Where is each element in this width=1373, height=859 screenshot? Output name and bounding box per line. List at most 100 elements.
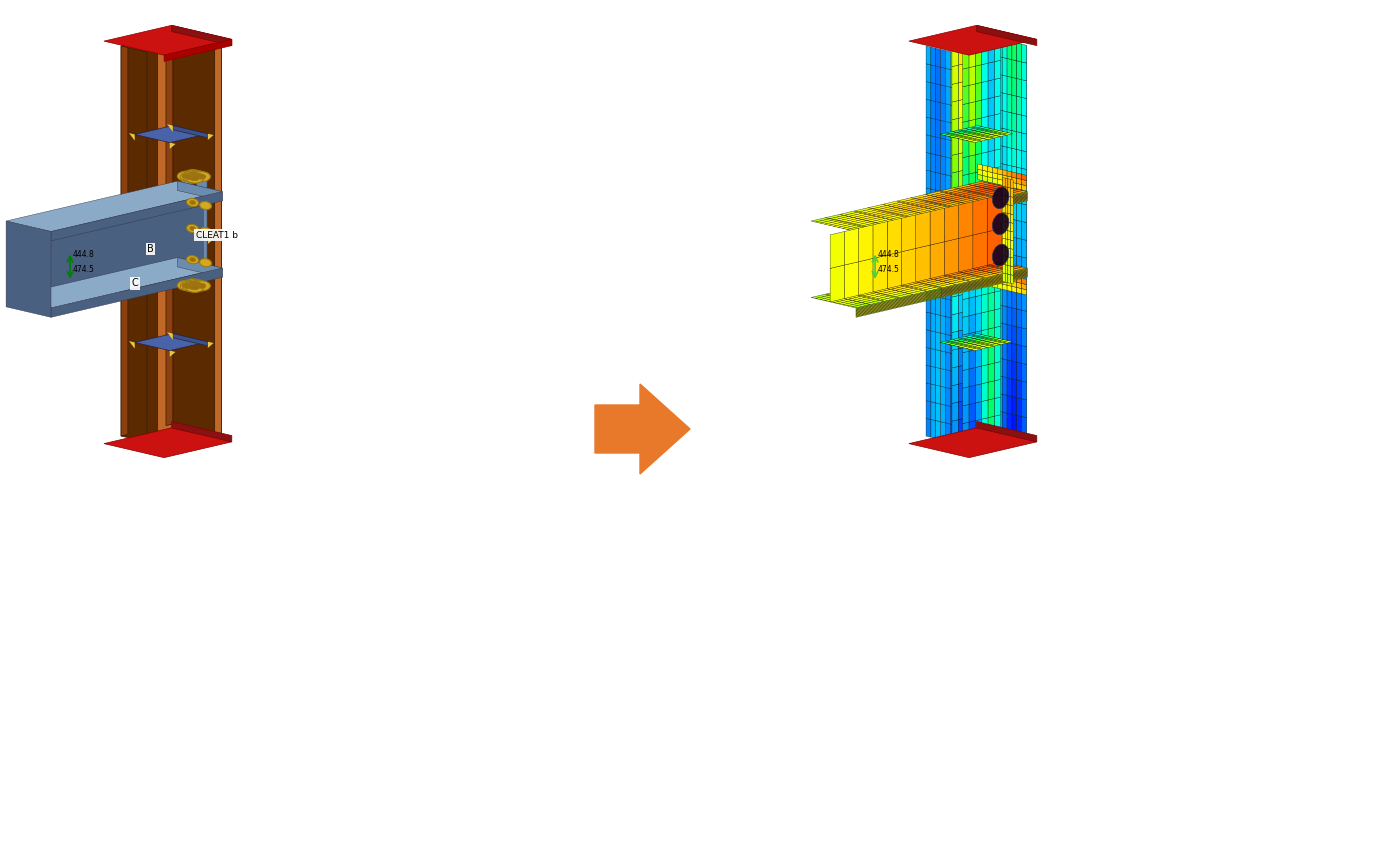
Ellipse shape bbox=[196, 283, 206, 289]
Polygon shape bbox=[964, 338, 973, 340]
Polygon shape bbox=[880, 297, 899, 302]
Polygon shape bbox=[958, 186, 978, 190]
Polygon shape bbox=[965, 250, 969, 269]
Polygon shape bbox=[894, 236, 909, 248]
Polygon shape bbox=[1012, 95, 1017, 114]
Polygon shape bbox=[965, 253, 980, 265]
Polygon shape bbox=[942, 195, 1027, 216]
Polygon shape bbox=[994, 344, 1001, 363]
Polygon shape bbox=[956, 425, 960, 444]
Polygon shape bbox=[987, 338, 993, 356]
Polygon shape bbox=[880, 232, 894, 243]
Polygon shape bbox=[936, 368, 941, 387]
Polygon shape bbox=[843, 295, 862, 300]
Polygon shape bbox=[5, 258, 222, 308]
Polygon shape bbox=[147, 40, 185, 439]
Polygon shape bbox=[857, 222, 876, 226]
Polygon shape bbox=[965, 321, 969, 340]
Polygon shape bbox=[978, 259, 995, 264]
Polygon shape bbox=[958, 46, 965, 65]
Polygon shape bbox=[951, 349, 958, 368]
Polygon shape bbox=[980, 234, 994, 245]
Polygon shape bbox=[1001, 350, 1009, 370]
Polygon shape bbox=[854, 208, 873, 212]
Polygon shape bbox=[951, 206, 965, 218]
Polygon shape bbox=[172, 25, 232, 46]
Polygon shape bbox=[946, 316, 950, 335]
Polygon shape bbox=[987, 167, 993, 173]
Polygon shape bbox=[983, 269, 987, 276]
Polygon shape bbox=[853, 221, 870, 225]
Polygon shape bbox=[163, 40, 232, 61]
Polygon shape bbox=[1012, 397, 1017, 415]
Polygon shape bbox=[982, 417, 989, 437]
Polygon shape bbox=[957, 137, 968, 139]
Polygon shape bbox=[971, 167, 978, 186]
Polygon shape bbox=[1017, 185, 1022, 204]
Polygon shape bbox=[1008, 196, 1011, 205]
Polygon shape bbox=[923, 238, 936, 250]
Polygon shape bbox=[950, 247, 956, 265]
Ellipse shape bbox=[199, 259, 211, 267]
Polygon shape bbox=[989, 186, 994, 205]
Polygon shape bbox=[983, 164, 990, 183]
Polygon shape bbox=[1017, 152, 1027, 172]
Polygon shape bbox=[897, 198, 916, 202]
Polygon shape bbox=[961, 340, 972, 343]
Polygon shape bbox=[978, 396, 983, 415]
Polygon shape bbox=[960, 239, 969, 241]
Polygon shape bbox=[969, 332, 975, 351]
Polygon shape bbox=[951, 384, 958, 404]
Polygon shape bbox=[989, 327, 994, 347]
Polygon shape bbox=[976, 132, 987, 135]
Polygon shape bbox=[982, 169, 989, 189]
Polygon shape bbox=[956, 319, 960, 338]
Polygon shape bbox=[980, 250, 994, 262]
Polygon shape bbox=[1017, 283, 1022, 289]
Polygon shape bbox=[976, 266, 995, 271]
Polygon shape bbox=[978, 123, 983, 142]
Text: B: B bbox=[147, 244, 154, 254]
Polygon shape bbox=[924, 198, 943, 202]
Polygon shape bbox=[866, 224, 884, 228]
Polygon shape bbox=[1005, 204, 1008, 213]
Ellipse shape bbox=[993, 213, 1009, 235]
Polygon shape bbox=[960, 391, 965, 410]
Polygon shape bbox=[965, 303, 969, 322]
Polygon shape bbox=[997, 393, 1002, 412]
Polygon shape bbox=[969, 411, 975, 430]
Polygon shape bbox=[975, 356, 983, 376]
Polygon shape bbox=[1017, 400, 1027, 419]
Polygon shape bbox=[941, 315, 946, 334]
Polygon shape bbox=[993, 317, 1001, 337]
Polygon shape bbox=[946, 121, 950, 140]
Polygon shape bbox=[950, 282, 956, 301]
Polygon shape bbox=[1011, 214, 1013, 223]
Polygon shape bbox=[865, 252, 880, 264]
Polygon shape bbox=[909, 216, 923, 228]
Polygon shape bbox=[976, 138, 987, 141]
Polygon shape bbox=[975, 303, 983, 323]
Polygon shape bbox=[983, 319, 987, 338]
Polygon shape bbox=[975, 286, 983, 306]
Polygon shape bbox=[978, 70, 983, 88]
Ellipse shape bbox=[194, 174, 203, 179]
Polygon shape bbox=[1017, 241, 1027, 260]
Polygon shape bbox=[1012, 281, 1017, 288]
Polygon shape bbox=[950, 335, 956, 354]
Polygon shape bbox=[844, 289, 862, 293]
Polygon shape bbox=[965, 73, 969, 92]
Polygon shape bbox=[1009, 101, 1017, 120]
Polygon shape bbox=[965, 417, 971, 436]
Polygon shape bbox=[858, 292, 876, 296]
Polygon shape bbox=[969, 385, 975, 405]
Polygon shape bbox=[983, 231, 993, 250]
Polygon shape bbox=[993, 375, 997, 393]
Polygon shape bbox=[975, 259, 982, 279]
Polygon shape bbox=[995, 187, 1013, 192]
Polygon shape bbox=[971, 195, 990, 199]
Polygon shape bbox=[982, 329, 989, 348]
Polygon shape bbox=[1017, 114, 1022, 133]
Polygon shape bbox=[956, 212, 960, 231]
Polygon shape bbox=[851, 264, 865, 275]
